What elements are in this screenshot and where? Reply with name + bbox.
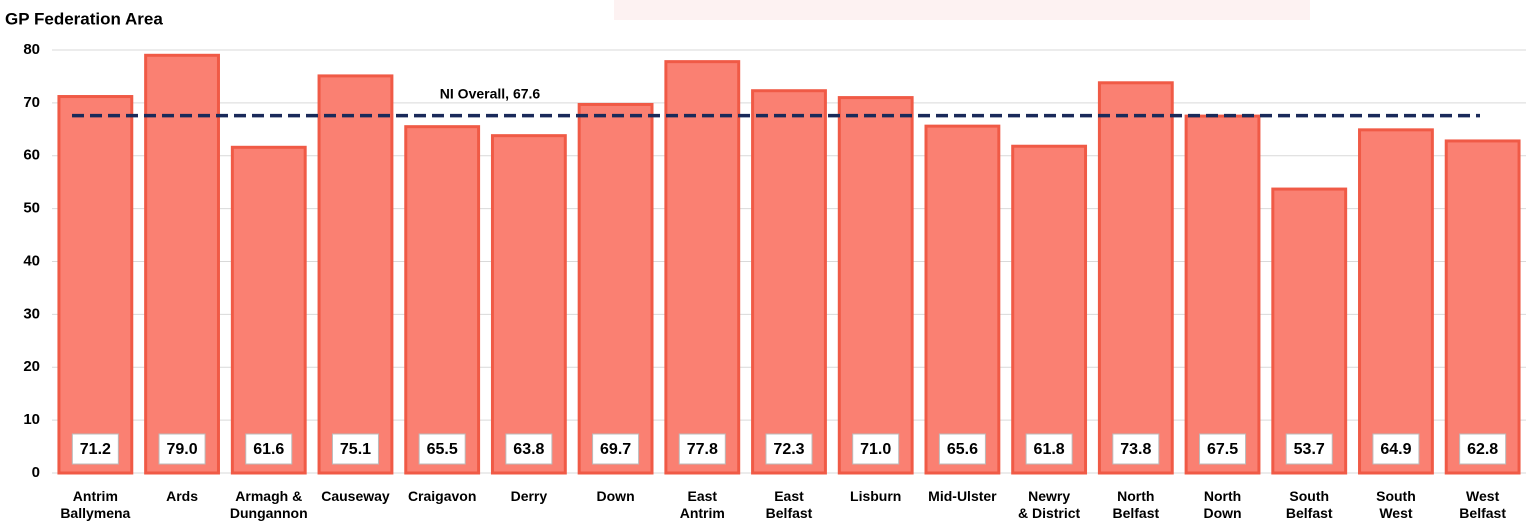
x-tick-label: South West [1376, 488, 1416, 521]
value-label: 71.0 [860, 441, 891, 458]
bar [1271, 187, 1348, 475]
bar [1184, 114, 1261, 475]
x-tick-label: South Belfast [1285, 488, 1333, 521]
value-label: 67.5 [1207, 441, 1238, 458]
value-label-box [592, 433, 640, 465]
value-label-box [852, 433, 900, 465]
value-label-box [71, 433, 119, 465]
x-tick-label: West Belfast [1459, 488, 1506, 521]
x-tick-label: Armagh & Dungannon [229, 488, 308, 521]
value-label: 73.8 [1120, 441, 1151, 458]
value-label-box [418, 433, 466, 465]
value-label: 69.7 [600, 441, 631, 458]
value-label: 53.7 [1294, 441, 1325, 458]
value-label-box [1199, 433, 1247, 465]
y-tick-label: 70 [23, 94, 40, 111]
value-label-box [1112, 433, 1160, 465]
y-tick-label: 40 [23, 252, 40, 269]
x-tick-label: East Belfast [765, 488, 813, 521]
value-label: 63.8 [513, 441, 544, 458]
x-tick-label: North Down [1203, 488, 1242, 521]
chart-title: GP Federation Area [5, 9, 163, 28]
value-label-box [505, 433, 553, 465]
y-tick-label: 0 [32, 464, 40, 481]
bar [1097, 81, 1174, 475]
x-tick-label: Derry [510, 488, 548, 504]
x-tick-label: Ards [166, 488, 198, 504]
x-tick-label: East Antrim [679, 488, 725, 521]
value-label: 65.6 [947, 441, 978, 458]
y-tick-label: 10 [23, 411, 40, 428]
y-tick-label: 60 [23, 147, 40, 164]
value-label-box [1285, 433, 1333, 465]
y-tick-label: 30 [23, 305, 40, 322]
value-label-box [1459, 433, 1507, 465]
value-label-box [938, 433, 986, 465]
bar [490, 134, 567, 475]
bar [317, 74, 394, 475]
value-label: 65.5 [427, 441, 458, 458]
bar [144, 53, 220, 475]
x-tick-label: Mid-Ulster [928, 488, 997, 504]
x-tick-label: Craigavon [407, 488, 477, 504]
bar [1358, 128, 1434, 475]
value-label: 77.8 [687, 441, 718, 458]
value-label: 75.1 [340, 441, 371, 458]
x-tick-label: Down [596, 488, 635, 504]
bar [664, 60, 741, 475]
y-tick-label: 50 [23, 200, 40, 217]
bar [1444, 139, 1521, 475]
value-label: 79.0 [166, 441, 197, 458]
x-tick-label: Causeway [321, 488, 390, 504]
bar [230, 145, 307, 475]
value-label: 62.8 [1467, 441, 1498, 458]
value-label-box [331, 433, 379, 465]
header-band [614, 0, 1310, 20]
y-tick-label: 80 [23, 41, 40, 58]
bar [1011, 144, 1088, 475]
bar [924, 124, 1001, 475]
bar [404, 125, 481, 475]
bar [751, 89, 827, 475]
value-label-box [245, 433, 293, 465]
value-label: 61.6 [253, 441, 284, 458]
value-label-box [678, 433, 726, 465]
value-label-box [1372, 433, 1420, 465]
x-tick-label: North Belfast [1112, 488, 1160, 521]
value-label: 72.3 [773, 441, 804, 458]
x-tick-label: Newry & District [1017, 488, 1081, 521]
bar [577, 102, 654, 475]
x-tick-label: Lisburn [850, 488, 902, 504]
value-label-box [158, 433, 206, 465]
reference-label: NI Overall, 67.6 [440, 85, 541, 101]
value-label: 71.2 [80, 441, 111, 458]
bar [57, 95, 134, 475]
value-label-box [765, 433, 813, 465]
value-label: 64.9 [1380, 441, 1411, 458]
value-label: 61.8 [1034, 441, 1065, 458]
y-tick-label: 20 [23, 358, 40, 375]
value-label-box [1025, 433, 1073, 465]
bar [837, 96, 914, 475]
x-tick-label: Antrim Ballymena [60, 488, 131, 521]
